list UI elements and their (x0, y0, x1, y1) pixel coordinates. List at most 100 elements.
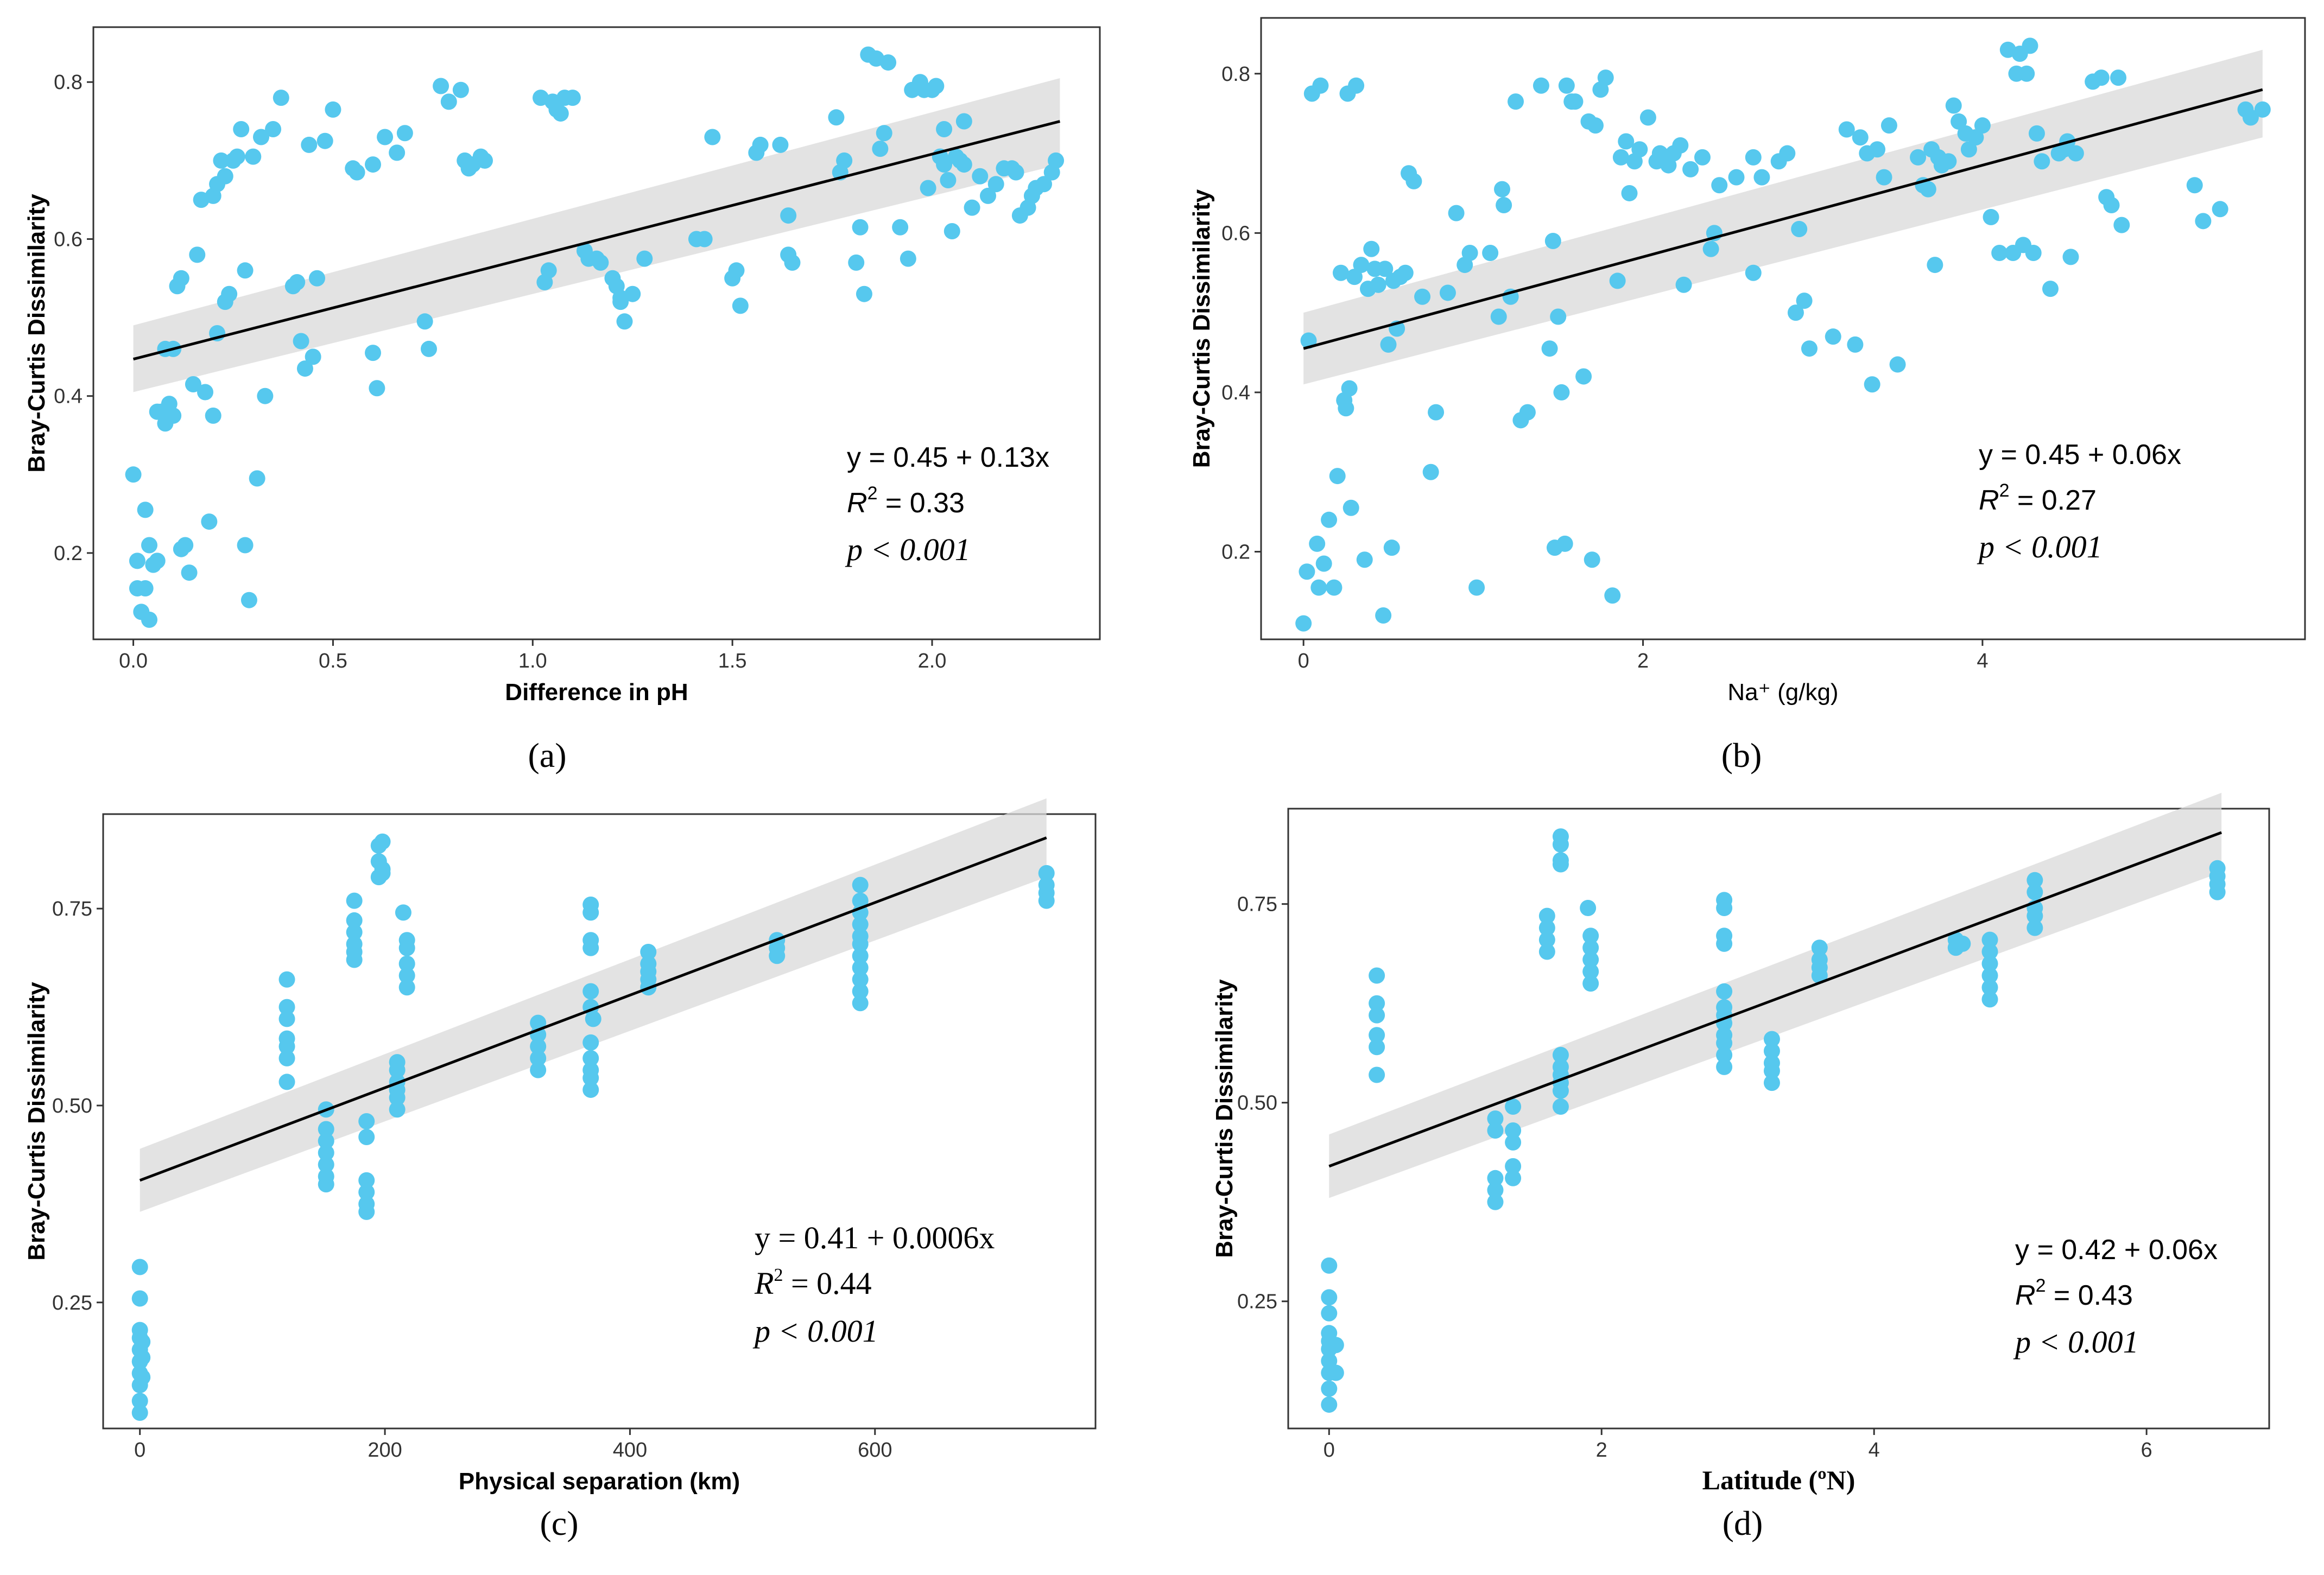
data-point (1974, 117, 1991, 134)
data-point (1321, 1352, 1338, 1369)
data-point (217, 168, 233, 185)
data-point (2028, 125, 2045, 142)
data-point (452, 81, 469, 98)
data-point (1327, 1337, 1344, 1354)
equation-label: y = 0.45 + 0.06x (1979, 439, 2181, 471)
data-point (624, 285, 641, 302)
data-point (1327, 1364, 1344, 1381)
data-point (1558, 77, 1575, 94)
data-point (369, 380, 385, 397)
data-point (365, 156, 381, 173)
x-tick-label: 0.5 (319, 650, 347, 672)
x-tick-label: 2.0 (918, 650, 947, 672)
data-point (1487, 1182, 1504, 1198)
p-value-label: p < 0.001 (2013, 1324, 2139, 1360)
data-point (1461, 245, 1478, 262)
data-point (1544, 233, 1561, 250)
data-point (1825, 328, 1841, 345)
data-point (213, 152, 230, 169)
data-point (1348, 77, 1365, 94)
data-point (964, 199, 980, 216)
r-symbol: R (754, 1266, 774, 1301)
data-point (980, 187, 996, 204)
data-point (936, 156, 953, 173)
data-point (131, 1259, 148, 1275)
data-point (1967, 129, 1984, 146)
data-point (1329, 468, 1346, 485)
data-point (1552, 1098, 1569, 1115)
data-point (2110, 69, 2127, 86)
data-point (389, 1089, 406, 1106)
data-point (1716, 935, 1733, 952)
data-point (1639, 109, 1656, 126)
data-point (1763, 1075, 1780, 1091)
data-point (2022, 37, 2038, 54)
data-point (1038, 865, 1055, 881)
data-point (880, 54, 897, 71)
data-point (852, 877, 869, 893)
x-axis-title: Difference in pH (505, 679, 688, 706)
y-axis-title: Bray-Curtis Dissimilarity (1188, 189, 1215, 468)
data-point (2067, 145, 2084, 162)
data-point (1981, 979, 1998, 996)
x-tick-label: 200 (368, 1439, 402, 1462)
data-point (784, 254, 801, 271)
data-point (1468, 579, 1485, 596)
data-point (365, 345, 381, 361)
data-point (769, 948, 786, 964)
x-axis-title: Na⁺ (g/kg) (1727, 679, 1838, 706)
data-point (1945, 97, 1962, 114)
p-value-label: p < 0.001 (752, 1313, 878, 1349)
data-point (1377, 261, 1394, 277)
data-point (1552, 856, 1569, 873)
data-point (582, 904, 599, 921)
data-point (1369, 995, 1385, 1012)
data-point (1343, 499, 1359, 516)
data-point (1584, 551, 1600, 568)
data-point (704, 129, 721, 145)
y-tick-label: 0.50 (1237, 1092, 1277, 1115)
data-point (2018, 65, 2035, 82)
data-point (1796, 293, 1813, 309)
data-point (582, 1081, 599, 1098)
data-point (2027, 872, 2043, 888)
r-symbol: R (2015, 1280, 2036, 1311)
data-point (1346, 269, 1363, 285)
data-point (1490, 308, 1507, 325)
data-point (1582, 975, 1599, 992)
data-point (1597, 69, 1614, 86)
data-point (346, 951, 363, 968)
p-value-label: p < 0.001 (845, 532, 971, 567)
data-point (836, 152, 853, 169)
data-point (398, 979, 415, 996)
data-point (1991, 245, 2008, 262)
data-point (1397, 264, 1414, 281)
data-point (1312, 77, 1329, 94)
x-axis-title: Latitude (ºN) (1702, 1465, 1856, 1495)
equation-label: y = 0.45 + 0.13x (847, 442, 1049, 473)
data-point (1538, 943, 1555, 960)
data-point (852, 995, 869, 1012)
data-point (728, 262, 745, 279)
r-squared-label: R2 = 0.33 (847, 483, 965, 519)
x-tick-label: 0 (1324, 1439, 1335, 1462)
data-point (2062, 249, 2079, 265)
data-point (1631, 141, 1648, 158)
data-point (1609, 272, 1626, 289)
data-point (1582, 963, 1599, 980)
data-point (1487, 1122, 1504, 1139)
data-point (1505, 1098, 1522, 1115)
data-point (585, 1011, 601, 1027)
data-point (318, 1156, 334, 1173)
data-point (2254, 101, 2271, 118)
data-point (1880, 117, 1897, 134)
r-squared-value: = 0.43 (2046, 1280, 2132, 1311)
x-tick-label: 400 (613, 1439, 647, 1462)
data-point (346, 892, 363, 909)
equation-label: y = 0.41 + 0.0006x (755, 1220, 995, 1255)
data-point (582, 1070, 599, 1087)
data-point (2195, 213, 2212, 230)
data-point (1954, 935, 1971, 952)
data-point (943, 223, 960, 239)
